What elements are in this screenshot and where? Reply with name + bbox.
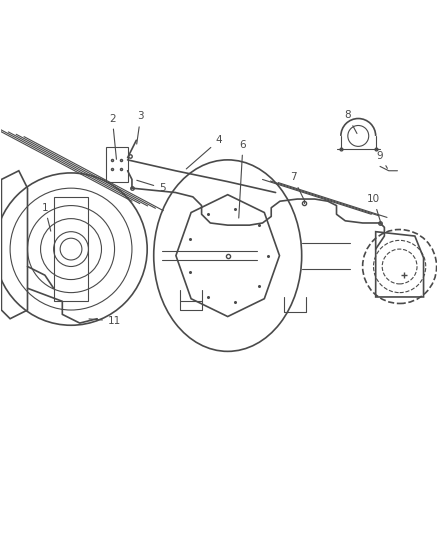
Text: 9: 9: [377, 150, 387, 168]
Text: 10: 10: [367, 194, 381, 225]
Text: 4: 4: [186, 135, 223, 169]
Text: 2: 2: [109, 114, 117, 159]
Text: 1: 1: [42, 203, 51, 231]
Text: 3: 3: [137, 111, 144, 144]
Text: 5: 5: [137, 180, 166, 193]
Text: 8: 8: [344, 110, 357, 133]
Text: 11: 11: [89, 316, 121, 326]
Text: 6: 6: [239, 140, 246, 218]
Text: 7: 7: [290, 172, 305, 201]
